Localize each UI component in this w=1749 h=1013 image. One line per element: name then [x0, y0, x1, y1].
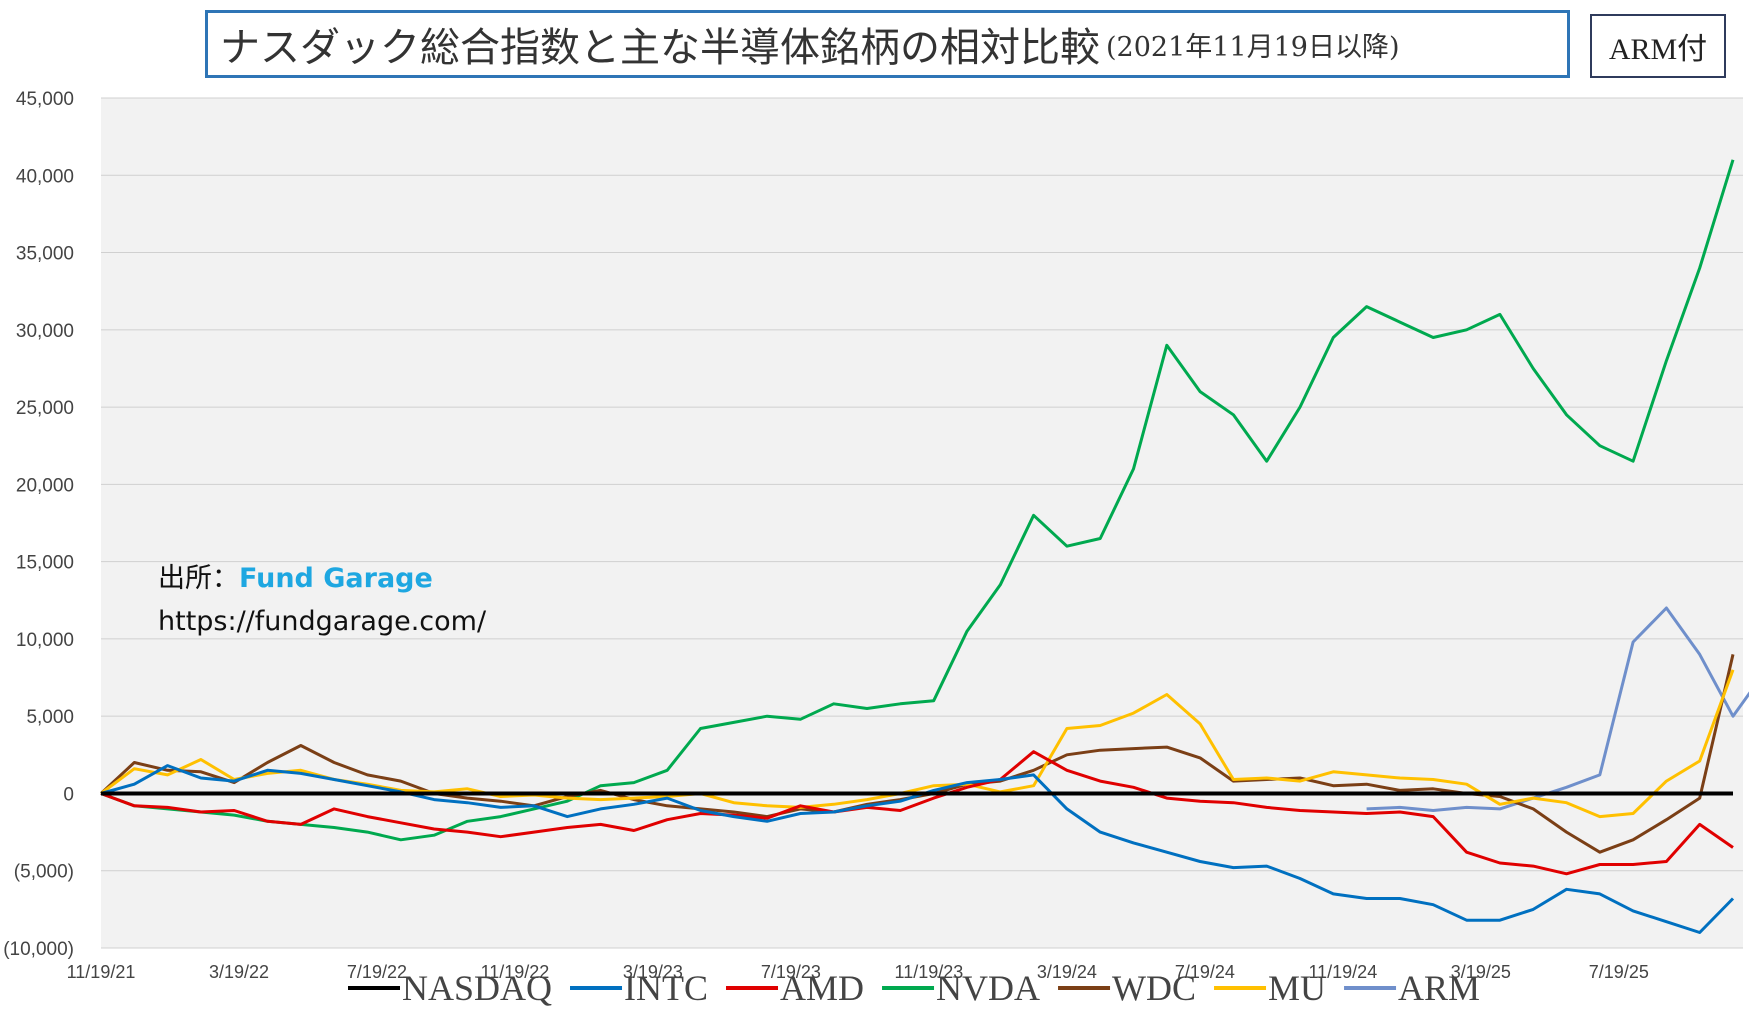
- chart-title-box: ナスダック総合指数と主な半導体銘柄の相対比較 (2021年11月19日以降): [205, 10, 1570, 78]
- y-tick-label: 15,000: [16, 553, 74, 574]
- series-line-intc: [100, 764, 1735, 934]
- chart-subtitle: (2021年11月19日以降): [1106, 31, 1400, 63]
- x-tick-label: 3/19/22: [209, 962, 269, 982]
- source-name: Fund Garage: [239, 563, 433, 594]
- arm-badge: ARM付: [1590, 14, 1726, 78]
- x-tick-label: 11/19/23: [895, 962, 964, 982]
- x-tick-label: 7/19/25: [1589, 962, 1649, 982]
- chart-title: ナスダック総合指数と主な半導体銘柄の相対比較: [220, 25, 1100, 71]
- legend-label-arm: ARM: [1398, 968, 1480, 1008]
- y-axis: 45,000 40,000 35,000 30,000 25,000 20,000 15,0…: [3, 89, 74, 960]
- y-tick-label: 10,000: [16, 630, 74, 651]
- plot-area: [101, 98, 1743, 948]
- y-tick-label: (5,000): [14, 862, 74, 883]
- source-label: 出所：: [158, 563, 239, 594]
- x-tick-label: 3/19/25: [1451, 962, 1511, 982]
- series-lines: [99, 159, 1749, 934]
- legend-label-intc: INTC: [624, 968, 708, 1008]
- source-line: 出所：Fund Garage: [158, 556, 433, 595]
- y-tick-label: 5,000: [26, 707, 74, 728]
- x-tick-label: 11/19/21: [67, 962, 136, 982]
- legend: NASDAQ INTC AMD NVDA WDC MU ARM: [348, 968, 1480, 1008]
- y-tick-label: 40,000: [16, 166, 74, 187]
- y-tick-label: 0: [63, 784, 74, 805]
- y-tick-label: 45,000: [16, 89, 74, 110]
- x-tick-label: 3/19/24: [1037, 962, 1097, 982]
- x-tick-label: 7/19/24: [1175, 962, 1235, 982]
- y-tick-label: 35,000: [16, 244, 74, 265]
- series-line-amd: [100, 750, 1734, 876]
- x-tick-label: 11/19/22: [481, 962, 550, 982]
- y-tick-label: 25,000: [16, 398, 74, 419]
- series-line-nvda: [100, 159, 1735, 842]
- x-axis: 11/19/21 3/19/22 7/19/22 11/19/22 3/19/23 7/1…: [67, 962, 1649, 982]
- y-tick-label: 20,000: [16, 475, 74, 496]
- x-tick-label: 3/19/23: [623, 962, 683, 982]
- x-tick-label: 7/19/22: [347, 962, 407, 982]
- legend-label-mu: MU: [1268, 968, 1326, 1008]
- y-tick-label: (10,000): [3, 939, 74, 960]
- legend-label-nvda: NVDA: [936, 968, 1040, 1008]
- legend-label-amd: AMD: [780, 968, 864, 1008]
- legend-label-wdc: WDC: [1112, 968, 1196, 1008]
- gridlines: [101, 97, 1743, 949]
- x-tick-label: 11/19/24: [1308, 962, 1377, 982]
- series-line-arm: [1366, 606, 1749, 812]
- source-url: https://fundgarage.com/: [158, 606, 487, 637]
- x-tick-label: 7/19/23: [761, 962, 821, 982]
- y-tick-label: 30,000: [16, 321, 74, 342]
- legend-label-nasdaq: NASDAQ: [402, 968, 552, 1008]
